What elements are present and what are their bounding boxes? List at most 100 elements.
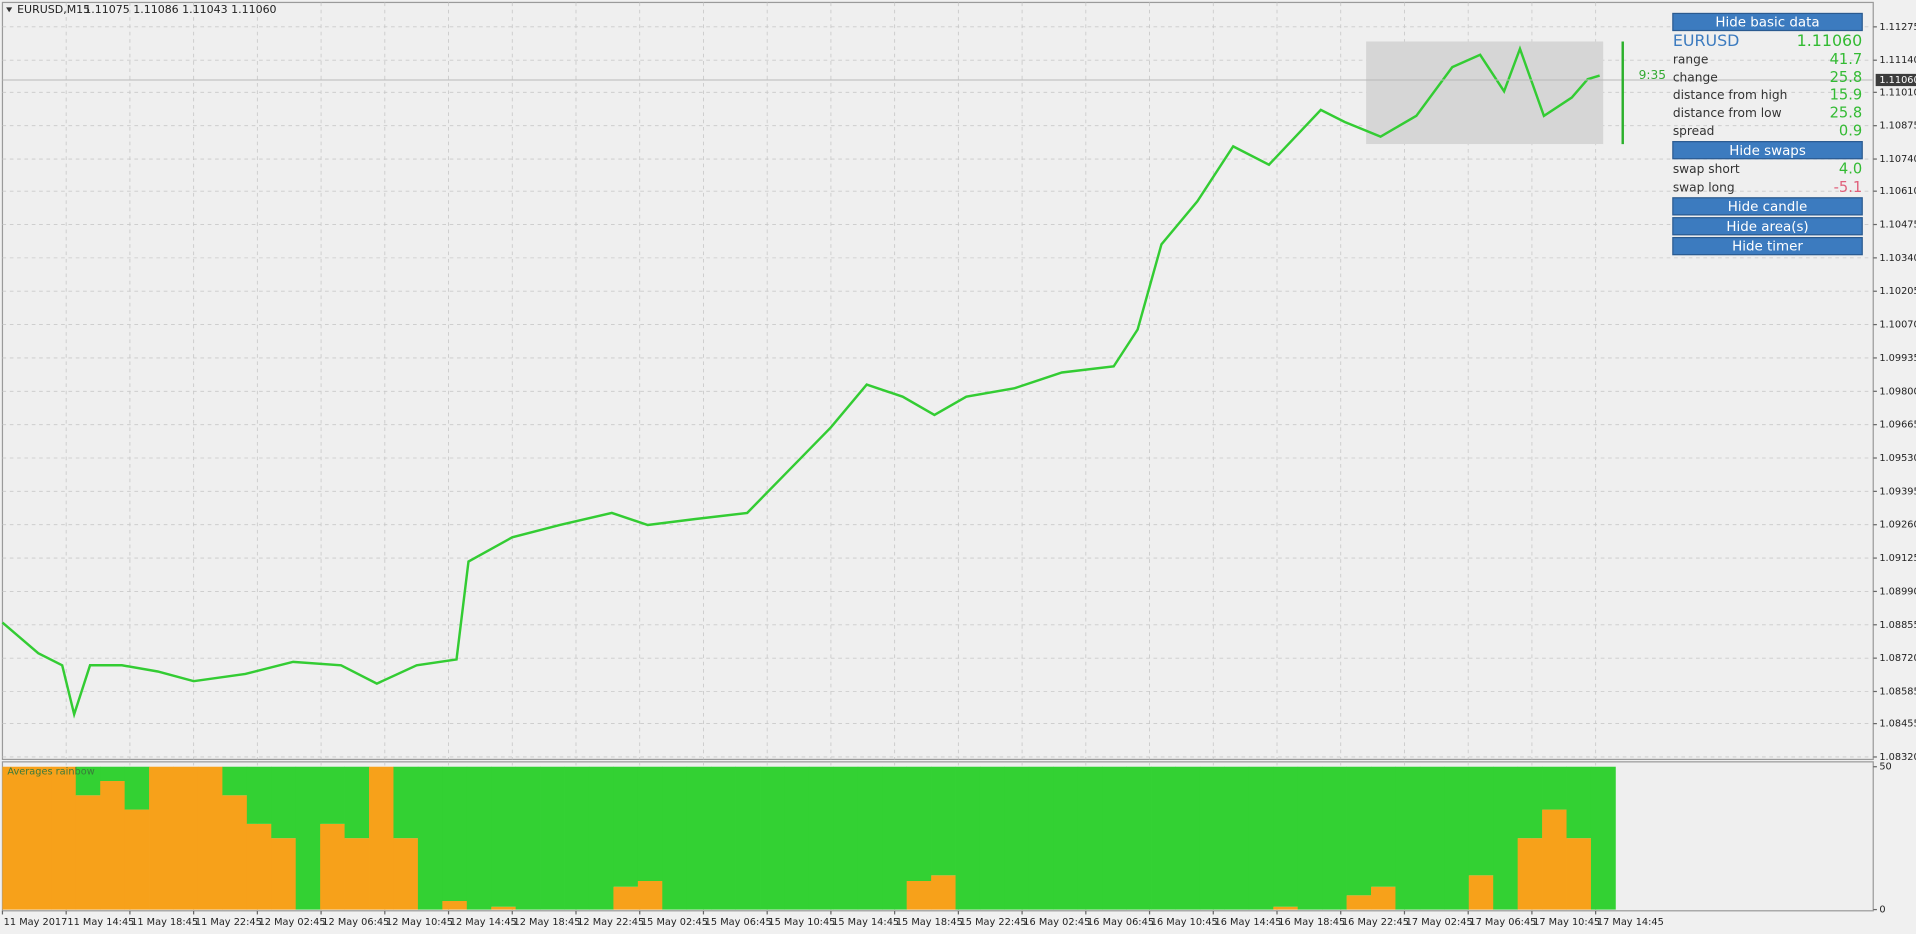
histogram-bar [1126, 766, 1152, 910]
y-tick-label: 1.10340 [1879, 253, 1916, 264]
y-tick-label: 1.08585 [1879, 686, 1916, 697]
x-tick-label: 12 May 06:45 [322, 917, 389, 928]
histogram-bar [882, 766, 908, 910]
info-value: 0.9 [1839, 123, 1862, 140]
histogram-bar [1517, 766, 1543, 839]
histogram-bar [369, 766, 394, 910]
histogram-bar [1224, 766, 1250, 910]
histogram-bar [320, 766, 345, 824]
histogram-bar [1273, 906, 1299, 910]
y-tick-label: 1.10205 [1879, 286, 1916, 297]
x-tick-label: 16 May 06:45 [1087, 917, 1154, 928]
swap-label: swap long [1673, 181, 1735, 195]
timer: 9:35 [1639, 68, 1666, 82]
histogram-bar [344, 838, 370, 910]
histogram-bar [1322, 766, 1347, 910]
histogram-bar [1273, 766, 1299, 907]
histogram-bar [491, 906, 517, 910]
histogram-bar [1590, 766, 1616, 910]
histogram-bar [979, 766, 1005, 910]
toggle-button[interactable]: Hide basic data [1672, 12, 1863, 32]
x-tick-label: 15 May 10:45 [768, 917, 835, 928]
y-tick-label: 1.08990 [1879, 586, 1916, 597]
histogram-bar [931, 875, 956, 910]
button-face[interactable] [1672, 217, 1863, 236]
histogram-bar [760, 766, 785, 910]
histogram-bar [51, 766, 77, 910]
x-tick-label: 15 May 02:45 [641, 917, 708, 928]
histogram-bar [564, 766, 590, 910]
histogram-bar [491, 766, 517, 907]
button-label[interactable]: Hide timer [1732, 240, 1803, 255]
histogram-bar [100, 781, 126, 910]
info-label: spread [1673, 124, 1715, 138]
x-tick-label: 12 May 22:45 [577, 917, 644, 928]
toggle-button[interactable]: Hide swaps [1672, 141, 1863, 160]
y-tick-label: 1.08720 [1879, 653, 1916, 664]
button-label[interactable]: Hide area(s) [1726, 220, 1808, 235]
histogram-bar [1077, 766, 1103, 910]
y-tick-label: 1.08320 [1879, 752, 1916, 763]
toggle-button[interactable]: Hide candle [1672, 197, 1863, 216]
histogram-bar [100, 766, 126, 782]
y-tick-label: 1.10740 [1879, 154, 1916, 165]
button-label[interactable]: Hide candle [1728, 200, 1808, 215]
info-value: 15.9 [1830, 87, 1863, 104]
histogram-bar [442, 901, 468, 910]
histogram-bar [637, 881, 663, 910]
histogram-bar [1542, 766, 1567, 810]
y-tick-label: 1.09260 [1879, 520, 1916, 531]
histogram-bar [1419, 766, 1445, 910]
histogram-bar [246, 766, 272, 824]
range-area [1366, 41, 1604, 145]
histogram-bar [124, 766, 150, 810]
histogram-bar [417, 766, 443, 910]
y-tick-label: 1.08855 [1879, 620, 1916, 631]
toggle-button[interactable]: Hide area(s) [1672, 217, 1863, 236]
symbol-header: EURUSD,M15 [17, 3, 90, 16]
x-tick-label: 17 May 10:45 [1533, 917, 1600, 928]
histogram-bar [1542, 809, 1567, 910]
button-label[interactable]: Hide basic data [1715, 16, 1819, 31]
histogram-bar [711, 766, 736, 910]
menu-arrow[interactable] [6, 7, 13, 13]
x-tick-label: 15 May 22:45 [960, 917, 1027, 928]
histogram-bar [784, 766, 810, 910]
histogram-bar [613, 886, 639, 910]
histogram-bar [1346, 766, 1372, 896]
button-face[interactable] [1672, 236, 1863, 256]
x-tick-label: 16 May 10:45 [1151, 917, 1218, 928]
histogram-bar [1371, 886, 1396, 910]
histogram-bar [442, 766, 468, 902]
histogram-bar [637, 766, 663, 882]
x-tick-label: 11 May 18:45 [131, 917, 198, 928]
y-tick-label: 1.10610 [1879, 186, 1916, 197]
info-label: range [1673, 52, 1708, 66]
histogram-bar [295, 766, 321, 910]
histogram-bar [1053, 766, 1079, 910]
histogram-bar [662, 766, 688, 910]
y-tick-label: 1.11140 [1879, 55, 1916, 66]
histogram-bar [955, 766, 981, 910]
x-tick-label: 16 May 22:45 [1342, 917, 1409, 928]
histogram-bar [540, 766, 565, 910]
histogram-bar [515, 766, 541, 910]
y-tick-label: 1.10875 [1879, 121, 1916, 132]
histogram-bar [1517, 838, 1543, 910]
button-label[interactable]: Hide swaps [1729, 144, 1806, 159]
x-tick-label: 17 May 14:45 [1597, 917, 1664, 928]
toggle-button[interactable]: Hide timer [1672, 236, 1863, 256]
histogram-bar [1151, 766, 1176, 910]
x-tick-label: 12 May 18:45 [513, 917, 580, 928]
histogram-bar [735, 766, 761, 910]
histogram-bar [1028, 766, 1054, 910]
button-face[interactable] [1672, 197, 1863, 216]
y-tick-label: 1.09665 [1879, 420, 1916, 431]
button-face[interactable] [1672, 12, 1863, 32]
info-value: 25.8 [1830, 69, 1863, 86]
button-face[interactable] [1672, 141, 1863, 160]
price: 1.11060 [1797, 31, 1863, 50]
histogram-bar [808, 766, 834, 910]
